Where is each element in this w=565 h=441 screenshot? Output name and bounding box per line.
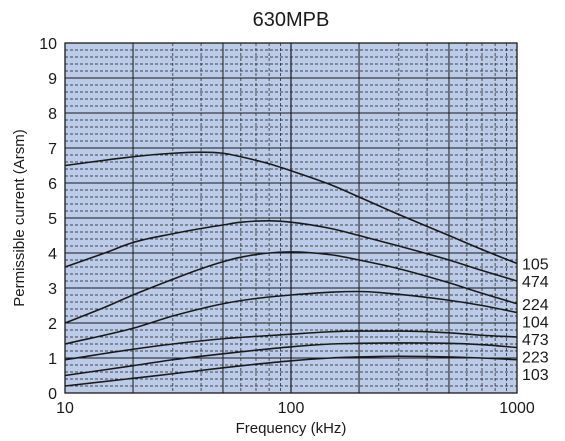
series-label-224: 224 [522, 297, 549, 314]
y-tick-label: 6 [48, 176, 57, 193]
x-tick-label: 100 [278, 400, 305, 417]
series-line-105 [64, 151, 518, 265]
y-tick-label: 2 [48, 316, 57, 333]
chart-title: 630MPB [253, 9, 330, 31]
series-line-104 [64, 290, 518, 345]
y-tick-label: 3 [48, 281, 57, 298]
series-line-223 [64, 342, 518, 377]
x-tick-label: 10 [56, 400, 74, 417]
series-line-224 [64, 251, 518, 324]
plot-frame [64, 42, 518, 394]
y-tick-label: 10 [39, 36, 57, 53]
y-tick-label: 0 [48, 386, 57, 403]
y-tick-label: 1 [48, 351, 57, 368]
y-tick-label: 5 [48, 211, 57, 228]
x-axis-label: Frequency (kHz) [236, 420, 347, 437]
series-label-474: 474 [522, 274, 549, 291]
y-tick-label: 8 [48, 106, 57, 123]
grid-major [65, 43, 517, 393]
y-tick-labels: 0 1 2 3 4 5 6 7 8 9 10 [39, 36, 57, 403]
series-label-473: 473 [522, 332, 549, 349]
series-label-103: 103 [522, 367, 549, 384]
series-lines [64, 151, 518, 387]
series-label-223: 223 [522, 349, 549, 366]
series-line-103 [64, 355, 518, 387]
series-label-105: 105 [522, 257, 549, 274]
series-line-473 [64, 330, 518, 361]
series-label-104: 104 [522, 314, 549, 331]
y-tick-label: 9 [48, 71, 57, 88]
y-tick-label: 4 [48, 246, 57, 263]
series-line-474 [64, 219, 518, 282]
x-tick-labels: 10 100 1000 [56, 400, 535, 417]
y-axis-label: Permissible current (Arsm) [11, 129, 28, 307]
x-tick-label: 1000 [499, 400, 535, 417]
y-tick-label: 7 [48, 141, 57, 158]
